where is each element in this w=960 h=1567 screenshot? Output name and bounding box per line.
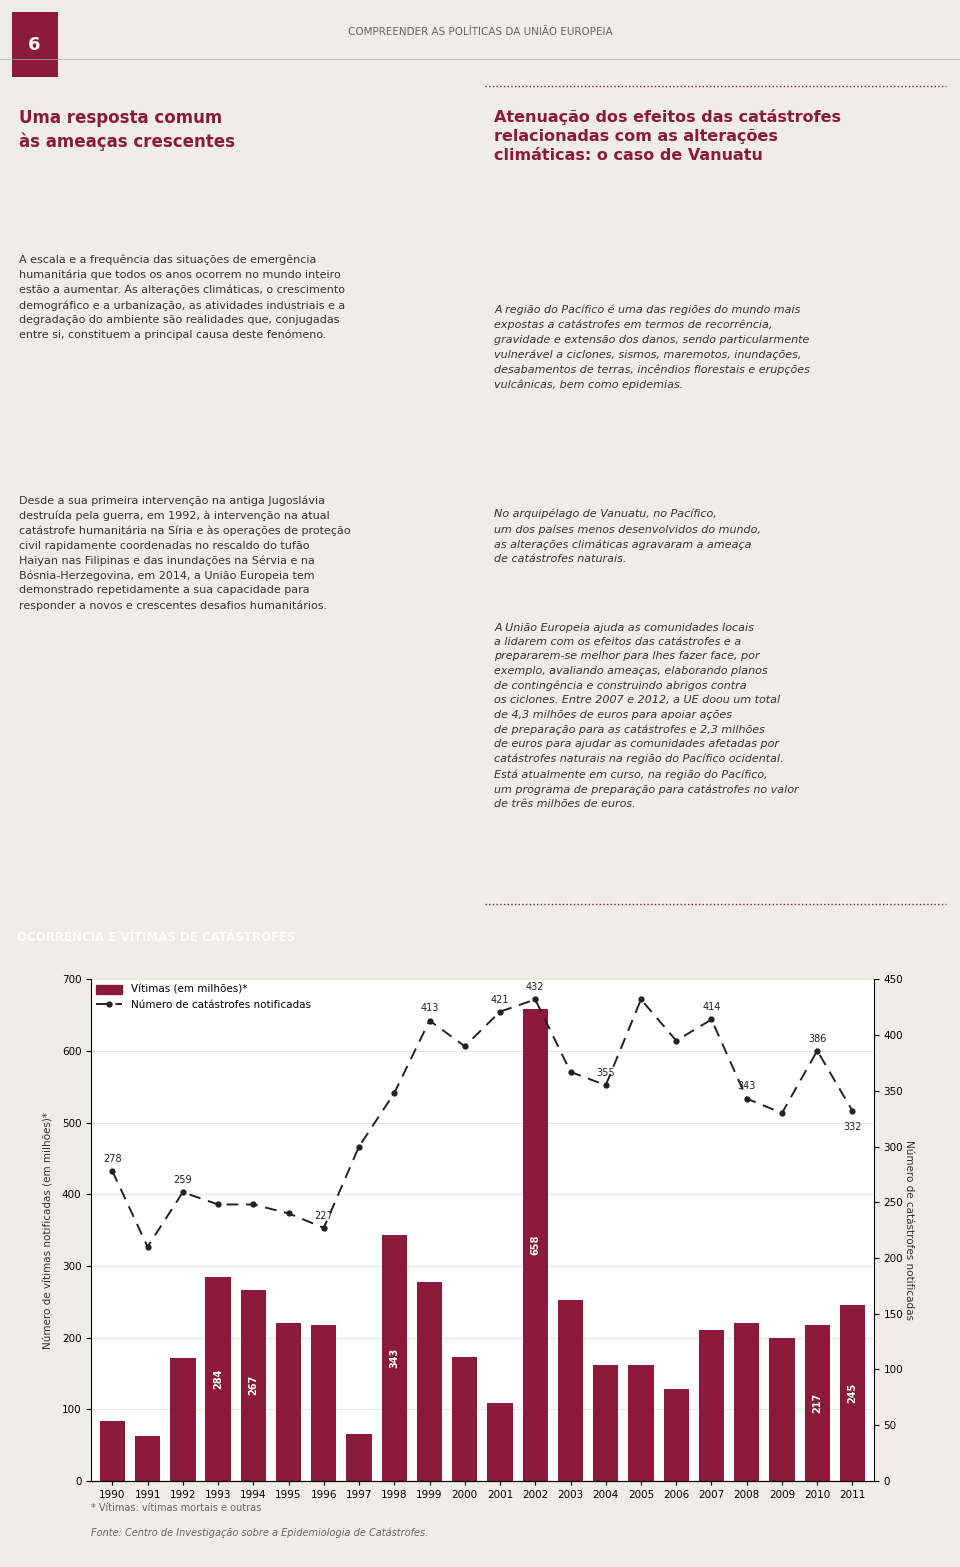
Bar — [804, 1326, 829, 1481]
Text: 217: 217 — [812, 1393, 822, 1413]
Text: 343: 343 — [737, 1081, 756, 1092]
Text: 413: 413 — [420, 1003, 439, 1014]
Text: A escala e a frequência das situações de emergência
humanitária que todos os ano: A escala e a frequência das situações de… — [19, 254, 346, 340]
Bar — [558, 1299, 583, 1481]
Y-axis label: Número de vítimas notificadas (em milhões)*: Número de vítimas notificadas (em milhõe… — [43, 1111, 54, 1349]
Text: 259: 259 — [174, 1175, 192, 1185]
Bar — [311, 1324, 337, 1481]
Bar — [452, 1357, 477, 1481]
Text: 267: 267 — [249, 1376, 258, 1395]
Bar — [840, 1305, 865, 1481]
Text: COMPREENDER AS POLÍTICAS DA UNIÃO EUROPEIA: COMPREENDER AS POLÍTICAS DA UNIÃO EUROPE… — [348, 27, 612, 36]
Text: 421: 421 — [491, 995, 509, 1004]
Text: 278: 278 — [103, 1153, 122, 1164]
Bar — [769, 1338, 795, 1481]
Bar — [135, 1435, 160, 1481]
Bar — [417, 1282, 443, 1481]
Bar — [347, 1434, 372, 1481]
Text: Uma resposta comum
às ameaças crescentes: Uma resposta comum às ameaças crescentes — [19, 110, 235, 150]
Text: * Vítimas: vítimas mortais e outras: * Vítimas: vítimas mortais e outras — [91, 1503, 261, 1512]
Bar — [170, 1357, 196, 1481]
Bar — [100, 1421, 125, 1481]
Y-axis label: Número de catástrofes notificadas: Número de catástrofes notificadas — [904, 1141, 914, 1319]
Bar — [628, 1365, 654, 1481]
Text: 284: 284 — [213, 1370, 223, 1390]
Bar — [241, 1290, 266, 1481]
Text: 227: 227 — [315, 1211, 333, 1221]
Text: 245: 245 — [848, 1384, 857, 1402]
Text: 386: 386 — [808, 1034, 827, 1044]
Text: Desde a sua primeira intervenção na antiga Jugoslávia
destruída pela guerra, em : Desde a sua primeira intervenção na anti… — [19, 495, 350, 611]
Bar — [276, 1323, 301, 1481]
Text: OCORRÊNCIA E VÍTIMAS DE CATÁSTROFES: OCORRÊNCIA E VÍTIMAS DE CATÁSTROFES — [17, 931, 296, 943]
Bar — [382, 1235, 407, 1481]
Text: No arquipélago de Vanuatu, no Pacífico,
um dos países menos desenvolvidos do mun: No arquipélago de Vanuatu, no Pacífico, … — [494, 509, 761, 564]
Bar — [734, 1323, 759, 1481]
Bar — [593, 1365, 618, 1481]
Text: A região do Pacífico é uma das regiões do mundo mais
expostas a catástrofes em t: A região do Pacífico é uma das regiões d… — [494, 304, 810, 390]
Legend: Vítimas (em milhões)*, Número de catástrofes notificadas: Vítimas (em milhões)*, Número de catástr… — [96, 984, 311, 1011]
Text: 414: 414 — [703, 1003, 721, 1012]
Text: Fonte: Centro de Investigação sobre a Epidemiologia de Catástrofes.: Fonte: Centro de Investigação sobre a Ep… — [91, 1528, 428, 1537]
Bar — [663, 1388, 689, 1481]
Text: 355: 355 — [596, 1069, 615, 1078]
Text: 658: 658 — [530, 1235, 540, 1255]
Text: Atenuação dos efeitos das catástrofes
relacionadas com as alterações
climáticas:: Atenuação dos efeitos das catástrofes re… — [494, 110, 841, 163]
Text: 332: 332 — [843, 1122, 862, 1133]
Bar — [699, 1330, 724, 1481]
Bar — [522, 1009, 548, 1481]
Bar — [205, 1277, 230, 1481]
Text: 343: 343 — [390, 1348, 399, 1368]
Text: A União Europeia ajuda as comunidades locais
a lidarem com os efeitos das catást: A União Europeia ajuda as comunidades lo… — [494, 622, 799, 809]
Bar — [488, 1402, 513, 1481]
Bar — [12, 13, 58, 77]
Text: 6: 6 — [28, 36, 41, 53]
Text: 432: 432 — [526, 983, 544, 992]
